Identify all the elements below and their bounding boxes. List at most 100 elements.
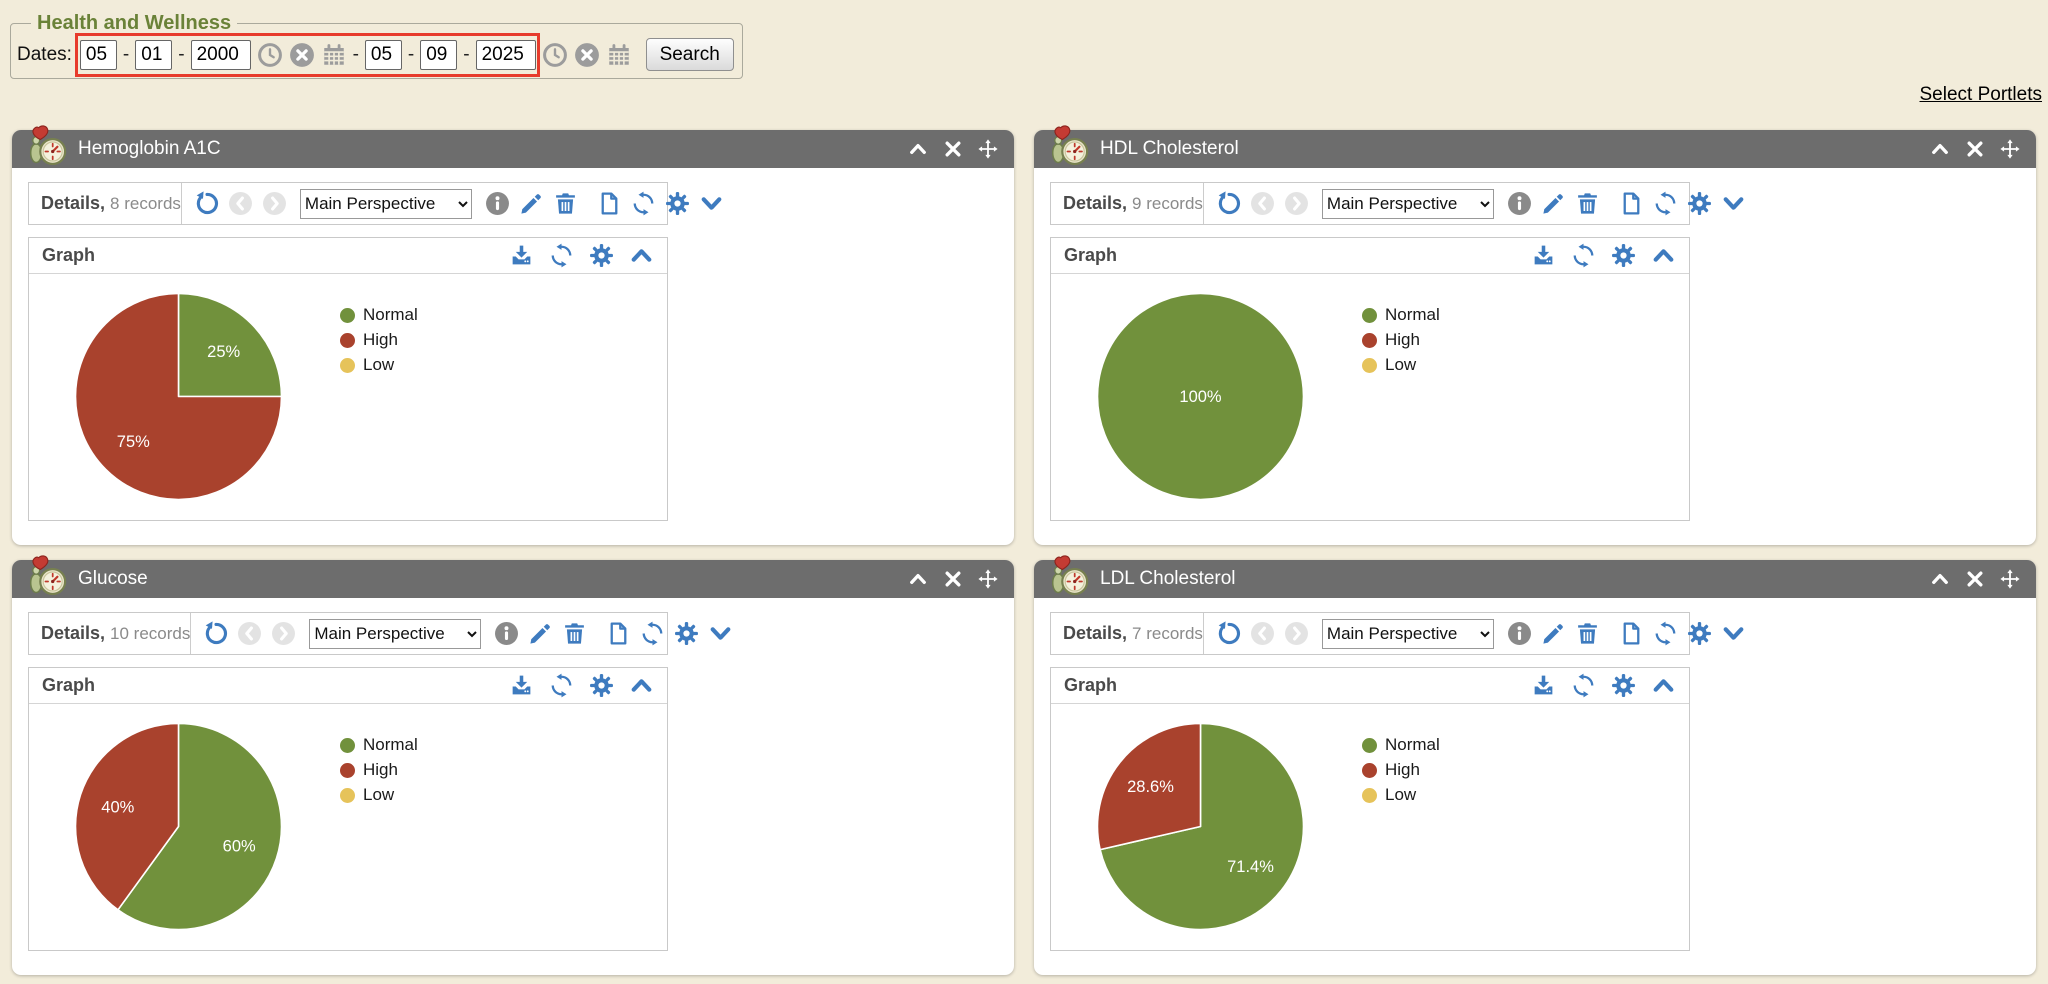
move-portlet-icon[interactable] bbox=[2000, 139, 2020, 159]
new-record-icon[interactable] bbox=[597, 191, 622, 216]
info-icon[interactable] bbox=[1507, 621, 1532, 646]
legend-label: Normal bbox=[363, 305, 418, 324]
graph-title: Graph bbox=[42, 675, 96, 695]
prev-page-icon[interactable] bbox=[228, 191, 253, 216]
graph-refresh-icon[interactable] bbox=[549, 243, 574, 268]
portlet-title: HDL Cholesterol bbox=[1100, 138, 1239, 159]
from-day-input[interactable] bbox=[135, 39, 173, 70]
graph-settings-icon[interactable] bbox=[1611, 673, 1636, 698]
reset-icon[interactable] bbox=[194, 191, 219, 216]
edit-icon[interactable] bbox=[1541, 621, 1566, 646]
from-clear-icon[interactable] bbox=[289, 42, 315, 68]
from-month-input[interactable] bbox=[79, 39, 117, 70]
perspective-select[interactable]: Main Perspective bbox=[299, 188, 472, 219]
edit-icon[interactable] bbox=[528, 621, 553, 646]
download-icon[interactable] bbox=[509, 673, 534, 698]
to-time-icon[interactable] bbox=[542, 42, 568, 68]
collapse-graph-icon[interactable] bbox=[629, 243, 654, 268]
prev-page-icon[interactable] bbox=[1250, 621, 1275, 646]
graph-tools bbox=[509, 243, 654, 268]
to-clear-icon[interactable] bbox=[574, 42, 600, 68]
next-page-icon[interactable] bbox=[1284, 191, 1309, 216]
delete-icon[interactable] bbox=[562, 621, 587, 646]
legend-label: Low bbox=[363, 355, 395, 374]
graph-settings-icon[interactable] bbox=[589, 243, 614, 268]
reset-icon[interactable] bbox=[203, 621, 228, 646]
reset-icon[interactable] bbox=[1216, 621, 1241, 646]
portlet-header[interactable]: Hemoglobin A1C bbox=[12, 130, 1014, 168]
perspective-select[interactable]: Main Perspective bbox=[309, 618, 482, 649]
search-button[interactable]: Search bbox=[645, 38, 734, 71]
settings-icon[interactable] bbox=[665, 191, 690, 216]
close-portlet-icon[interactable] bbox=[943, 139, 963, 159]
date-separator: - bbox=[178, 43, 185, 65]
collapse-portlet-icon[interactable] bbox=[908, 569, 928, 589]
settings-icon[interactable] bbox=[1687, 621, 1712, 646]
move-portlet-icon[interactable] bbox=[978, 569, 998, 589]
collapse-graph-icon[interactable] bbox=[1651, 673, 1676, 698]
info-icon[interactable] bbox=[485, 191, 510, 216]
close-portlet-icon[interactable] bbox=[943, 569, 963, 589]
graph-refresh-icon[interactable] bbox=[1571, 673, 1596, 698]
expand-details-icon[interactable] bbox=[1721, 191, 1746, 216]
from-time-icon[interactable] bbox=[257, 42, 283, 68]
info-icon[interactable] bbox=[1507, 191, 1532, 216]
collapse-portlet-icon[interactable] bbox=[908, 139, 928, 159]
collapse-portlet-icon[interactable] bbox=[1930, 569, 1950, 589]
next-page-icon[interactable] bbox=[271, 621, 296, 646]
prev-page-icon[interactable] bbox=[237, 621, 262, 646]
close-portlet-icon[interactable] bbox=[1965, 569, 1985, 589]
delete-icon[interactable] bbox=[1575, 191, 1600, 216]
from-calendar-icon[interactable] bbox=[321, 42, 347, 68]
portlet-header-controls bbox=[1930, 139, 2020, 159]
expand-details-icon[interactable] bbox=[699, 191, 724, 216]
close-portlet-icon[interactable] bbox=[1965, 139, 1985, 159]
refresh-icon[interactable] bbox=[1653, 191, 1678, 216]
reset-icon[interactable] bbox=[1216, 191, 1241, 216]
expand-details-icon[interactable] bbox=[1721, 621, 1746, 646]
perspective-select[interactable]: Main Perspective bbox=[1321, 188, 1494, 219]
collapse-graph-icon[interactable] bbox=[629, 673, 654, 698]
graph-settings-icon[interactable] bbox=[589, 673, 614, 698]
download-icon[interactable] bbox=[509, 243, 534, 268]
to-day-input[interactable] bbox=[420, 39, 458, 70]
expand-details-icon[interactable] bbox=[708, 621, 733, 646]
select-portlets-link[interactable]: Select Portlets bbox=[1919, 84, 2043, 105]
settings-icon[interactable] bbox=[674, 621, 699, 646]
settings-icon[interactable] bbox=[1687, 191, 1712, 216]
portlet-header[interactable]: Glucose bbox=[12, 560, 1014, 598]
download-icon[interactable] bbox=[1531, 673, 1556, 698]
next-page-icon[interactable] bbox=[262, 191, 287, 216]
edit-icon[interactable] bbox=[1541, 191, 1566, 216]
new-record-icon[interactable] bbox=[606, 621, 631, 646]
collapse-portlet-icon[interactable] bbox=[1930, 139, 1950, 159]
to-year-input[interactable] bbox=[475, 39, 536, 70]
prev-page-icon[interactable] bbox=[1250, 191, 1275, 216]
edit-icon[interactable] bbox=[519, 191, 544, 216]
download-icon[interactable] bbox=[1531, 243, 1556, 268]
date-separator: - bbox=[463, 43, 470, 65]
delete-icon[interactable] bbox=[553, 191, 578, 216]
new-record-icon[interactable] bbox=[1619, 191, 1644, 216]
new-record-icon[interactable] bbox=[1619, 621, 1644, 646]
from-year-input[interactable] bbox=[190, 39, 251, 70]
pie-slice-label: 100% bbox=[1179, 388, 1222, 406]
move-portlet-icon[interactable] bbox=[978, 139, 998, 159]
refresh-icon[interactable] bbox=[631, 191, 656, 216]
portlet-header[interactable]: LDL Cholesterol bbox=[1034, 560, 2036, 598]
collapse-graph-icon[interactable] bbox=[1651, 243, 1676, 268]
pie-chart: 100% bbox=[1096, 292, 1305, 501]
graph-settings-icon[interactable] bbox=[1611, 243, 1636, 268]
info-icon[interactable] bbox=[494, 621, 519, 646]
refresh-icon[interactable] bbox=[640, 621, 665, 646]
to-calendar-icon[interactable] bbox=[606, 42, 632, 68]
move-portlet-icon[interactable] bbox=[2000, 569, 2020, 589]
refresh-icon[interactable] bbox=[1653, 621, 1678, 646]
portlet-header[interactable]: HDL Cholesterol bbox=[1034, 130, 2036, 168]
graph-refresh-icon[interactable] bbox=[549, 673, 574, 698]
perspective-select[interactable]: Main Perspective bbox=[1321, 618, 1494, 649]
to-month-input[interactable] bbox=[364, 39, 402, 70]
next-page-icon[interactable] bbox=[1284, 621, 1309, 646]
delete-icon[interactable] bbox=[1575, 621, 1600, 646]
graph-refresh-icon[interactable] bbox=[1571, 243, 1596, 268]
